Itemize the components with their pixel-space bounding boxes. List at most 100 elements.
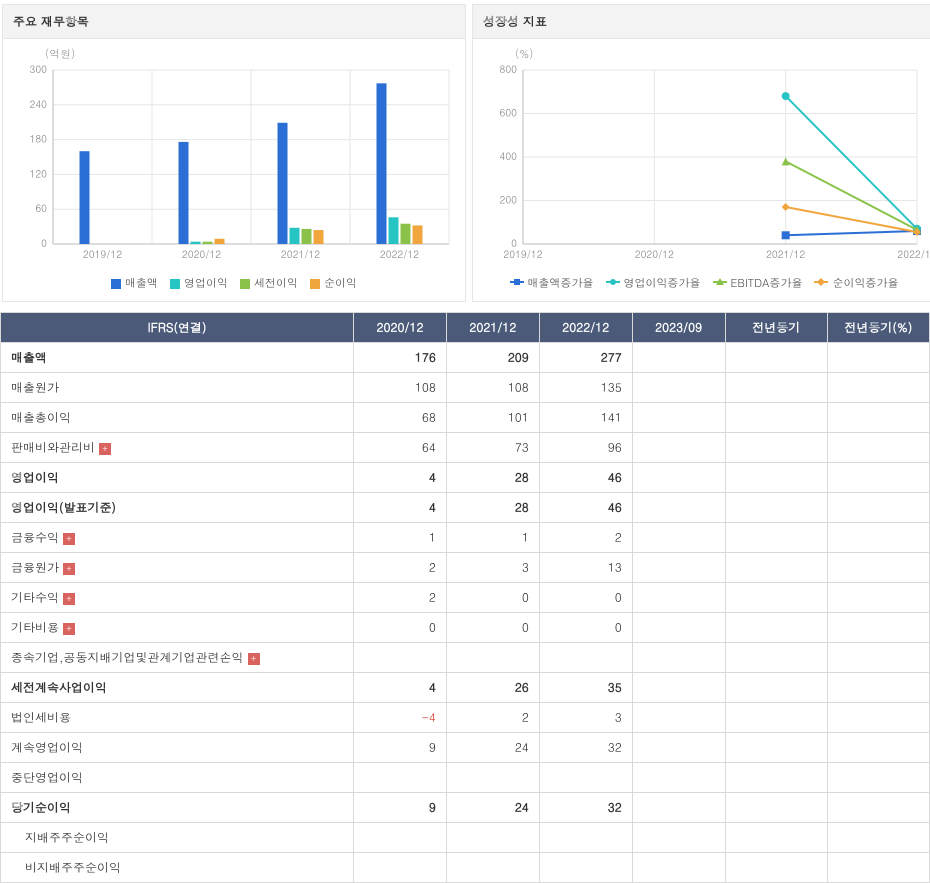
data-cell xyxy=(725,733,827,763)
data-cell xyxy=(632,703,725,733)
data-cell xyxy=(632,643,725,673)
legend-item: 세전이익 xyxy=(240,276,298,291)
data-cell xyxy=(446,643,539,673)
data-cell xyxy=(725,643,827,673)
data-cell xyxy=(632,373,725,403)
legend-swatch xyxy=(240,279,250,289)
row-label: 판매비와관리비+ xyxy=(1,433,354,463)
row-label: 지배주주순이익 xyxy=(1,823,354,853)
data-cell: 135 xyxy=(539,373,632,403)
table-row: 금융원가+2313 xyxy=(1,553,930,583)
data-cell: 108 xyxy=(354,373,447,403)
row-label: 중단영업이익 xyxy=(1,763,354,793)
svg-text:2019/12: 2019/12 xyxy=(83,247,122,261)
data-cell xyxy=(827,703,929,733)
legend-item: 영업이익 xyxy=(170,276,228,291)
data-cell xyxy=(632,613,725,643)
expand-icon[interactable]: + xyxy=(63,563,75,575)
table-header-row: IFRS(연결)2020/122021/122022/122023/09전년동기… xyxy=(1,313,930,343)
growth-indicators-panel: 성장성 지표 (%) 02004006008002019/122020/1220… xyxy=(472,4,930,302)
data-cell xyxy=(354,853,447,883)
table-header-cell: 2020/12 xyxy=(354,313,447,343)
svg-text:600: 600 xyxy=(500,106,518,120)
table-row: 비지배주주순이익 xyxy=(1,853,930,883)
svg-text:2020/12: 2020/12 xyxy=(182,247,221,261)
data-cell xyxy=(725,793,827,823)
expand-icon[interactable]: + xyxy=(248,653,260,665)
data-cell xyxy=(827,823,929,853)
legend-right: 매출액증가율영업이익증가율EBITDA증가율순이익증가율 xyxy=(479,272,929,297)
table-row: 법인세비용-423 xyxy=(1,703,930,733)
data-cell xyxy=(632,523,725,553)
data-cell: -4 xyxy=(354,703,447,733)
data-cell: 277 xyxy=(539,343,632,373)
expand-icon[interactable]: + xyxy=(63,623,75,635)
data-cell xyxy=(632,583,725,613)
legend-label: 순이익 xyxy=(324,276,357,291)
table-row: 영업이익42846 xyxy=(1,463,930,493)
data-cell: 96 xyxy=(539,433,632,463)
table-row: 판매비와관리비+647396 xyxy=(1,433,930,463)
data-cell xyxy=(725,613,827,643)
table-header-cell: IFRS(연결) xyxy=(1,313,354,343)
data-cell xyxy=(725,403,827,433)
expand-icon[interactable]: + xyxy=(99,443,111,455)
table-row: 매출원가108108135 xyxy=(1,373,930,403)
data-cell: 24 xyxy=(446,793,539,823)
svg-text:300: 300 xyxy=(30,62,48,76)
table-row: 매출액176209277 xyxy=(1,343,930,373)
data-cell: 0 xyxy=(539,583,632,613)
data-cell: 2 xyxy=(354,583,447,613)
table-row: 세전계속사업이익42635 xyxy=(1,673,930,703)
svg-text:400: 400 xyxy=(500,149,518,163)
data-cell xyxy=(632,733,725,763)
data-cell: 2 xyxy=(354,553,447,583)
data-cell xyxy=(632,673,725,703)
data-cell xyxy=(827,403,929,433)
data-cell xyxy=(725,343,827,373)
table-row: 종속기업,공동지배기업및관계기업관련손익+ xyxy=(1,643,930,673)
table-header-cell: 2021/12 xyxy=(446,313,539,343)
expand-icon[interactable]: + xyxy=(63,593,75,605)
row-label: 법인세비용 xyxy=(1,703,354,733)
data-cell xyxy=(827,643,929,673)
row-label: 기타비용+ xyxy=(1,613,354,643)
row-label: 종속기업,공동지배기업및관계기업관련손익+ xyxy=(1,643,354,673)
legend-label: 세전이익 xyxy=(254,276,298,291)
data-cell xyxy=(725,583,827,613)
expand-icon[interactable]: + xyxy=(63,533,75,545)
data-cell xyxy=(827,343,929,373)
legend-label: EBITDA증가율 xyxy=(731,276,803,291)
row-label: 당기순이익 xyxy=(1,793,354,823)
svg-text:120: 120 xyxy=(30,166,48,180)
data-cell xyxy=(632,553,725,583)
row-label: 매출총이익 xyxy=(1,403,354,433)
table-row: 기타수익+200 xyxy=(1,583,930,613)
data-cell: 35 xyxy=(539,673,632,703)
data-cell xyxy=(827,733,929,763)
table-row: 중단영업이익 xyxy=(1,763,930,793)
row-label: 금융수익+ xyxy=(1,523,354,553)
legend-label: 매출액 xyxy=(125,276,158,291)
data-cell xyxy=(827,373,929,403)
panel-title-left: 주요 재무항목 xyxy=(3,5,465,39)
data-cell: 24 xyxy=(446,733,539,763)
data-cell xyxy=(827,463,929,493)
data-cell xyxy=(632,433,725,463)
data-cell xyxy=(725,493,827,523)
svg-text:2020/12: 2020/12 xyxy=(635,247,674,261)
table-row: 지배주주순이익 xyxy=(1,823,930,853)
chart-panels-row: 주요 재무항목 (억원) 0601201802403002019/122020/… xyxy=(0,0,930,306)
svg-text:60: 60 xyxy=(35,201,47,215)
data-cell: 32 xyxy=(539,793,632,823)
data-cell: 64 xyxy=(354,433,447,463)
legend-marker-icon xyxy=(713,276,727,291)
table-row: 영업이익(발표기준)42846 xyxy=(1,493,930,523)
table-row: 당기순이익92432 xyxy=(1,793,930,823)
data-cell: 3 xyxy=(539,703,632,733)
legend-label: 영업이익 xyxy=(184,276,228,291)
data-cell: 4 xyxy=(354,463,447,493)
table-row: 매출총이익68101141 xyxy=(1,403,930,433)
table-row: 금융수익+112 xyxy=(1,523,930,553)
svg-text:2021/12: 2021/12 xyxy=(766,247,805,261)
